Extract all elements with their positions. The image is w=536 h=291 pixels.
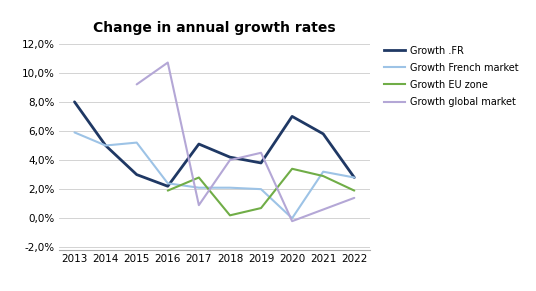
Growth .FR <box>320 132 326 136</box>
Growth .FR <box>102 144 109 147</box>
Growth .FR <box>196 142 202 146</box>
Legend: Growth .FR, Growth French market, Growth EU zone, Growth global market: Growth .FR, Growth French market, Growth… <box>384 46 519 107</box>
Line: Growth .FR: Growth .FR <box>75 102 354 186</box>
Growth EU zone <box>227 214 233 217</box>
Line: Growth global market: Growth global market <box>137 63 354 221</box>
Growth .FR <box>133 173 140 176</box>
Growth .FR <box>71 100 78 104</box>
Growth French market <box>351 176 358 179</box>
Growth EU zone <box>320 174 326 178</box>
Growth global market <box>227 158 233 162</box>
Growth .FR <box>227 155 233 159</box>
Growth French market <box>71 131 78 134</box>
Growth EU zone <box>165 189 171 192</box>
Growth global market <box>165 61 171 64</box>
Growth EU zone <box>289 167 295 171</box>
Growth global market <box>258 151 264 155</box>
Growth French market <box>289 217 295 220</box>
Growth EU zone <box>258 206 264 210</box>
Growth global market <box>351 196 358 200</box>
Growth .FR <box>289 115 295 118</box>
Growth French market <box>196 186 202 189</box>
Growth French market <box>102 144 109 147</box>
Growth French market <box>227 186 233 189</box>
Growth French market <box>165 182 171 185</box>
Line: Growth French market: Growth French market <box>75 132 354 218</box>
Growth .FR <box>165 184 171 188</box>
Growth French market <box>320 170 326 173</box>
Growth global market <box>133 83 140 86</box>
Growth global market <box>196 203 202 207</box>
Growth French market <box>133 141 140 144</box>
Growth global market <box>320 208 326 211</box>
Growth French market <box>258 187 264 191</box>
Growth .FR <box>258 161 264 165</box>
Growth EU zone <box>351 189 358 192</box>
Growth .FR <box>351 176 358 179</box>
Growth global market <box>289 219 295 223</box>
Growth EU zone <box>196 176 202 179</box>
Title: Change in annual growth rates: Change in annual growth rates <box>93 22 336 36</box>
Line: Growth EU zone: Growth EU zone <box>168 169 354 215</box>
